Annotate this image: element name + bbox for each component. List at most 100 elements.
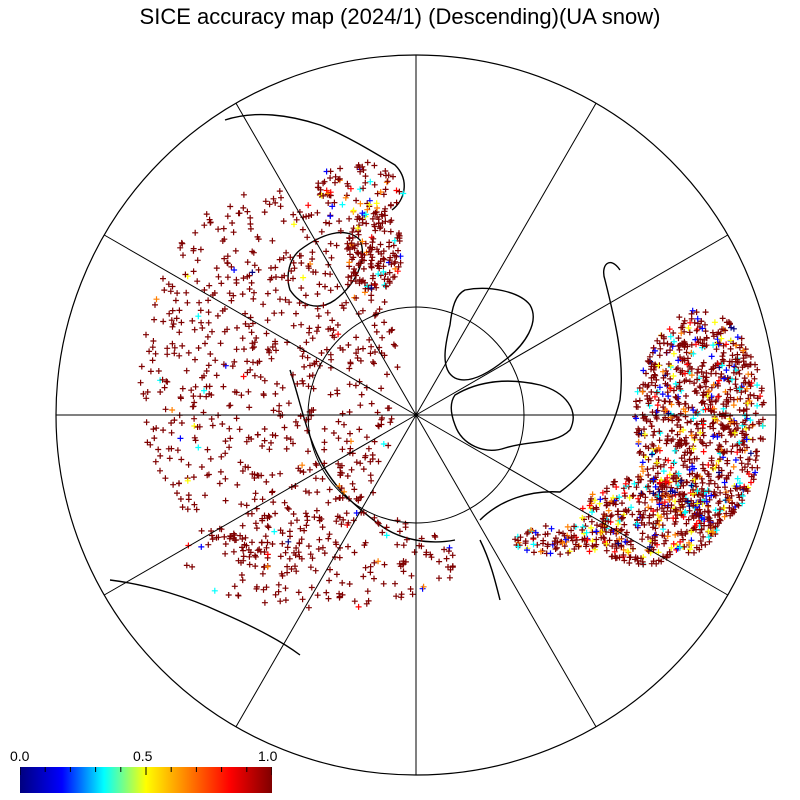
accuracy-marker (606, 537, 613, 544)
accuracy-marker (730, 369, 737, 376)
accuracy-marker (698, 369, 705, 375)
accuracy-marker (382, 205, 389, 212)
coastlines (109, 113, 623, 656)
accuracy-marker (344, 281, 351, 288)
accuracy-marker (259, 570, 266, 577)
accuracy-marker (183, 367, 190, 374)
accuracy-marker (743, 385, 750, 392)
accuracy-marker (646, 512, 653, 519)
accuracy-marker (553, 544, 560, 551)
accuracy-marker (369, 275, 376, 282)
accuracy-marker (528, 527, 534, 534)
accuracy-marker (359, 238, 366, 245)
accuracy-marker (179, 504, 186, 511)
accuracy-marker (681, 458, 688, 465)
accuracy-marker (722, 327, 729, 334)
meridian-line (103, 414, 417, 596)
accuracy-marker (243, 502, 250, 509)
accuracy-marker (386, 405, 393, 412)
accuracy-marker (339, 579, 346, 586)
accuracy-marker (270, 499, 277, 506)
accuracy-marker (236, 426, 243, 433)
accuracy-marker (308, 412, 315, 419)
accuracy-marker (709, 329, 716, 336)
accuracy-marker (683, 377, 690, 384)
accuracy-marker (651, 428, 658, 435)
accuracy-marker (206, 390, 213, 397)
accuracy-marker (650, 490, 657, 497)
accuracy-marker (326, 577, 333, 584)
accuracy-marker (745, 471, 752, 477)
accuracy-marker (589, 542, 596, 549)
accuracy-marker (290, 322, 297, 329)
accuracy-marker (337, 227, 344, 234)
accuracy-marker (219, 421, 226, 427)
accuracy-marker (247, 366, 254, 373)
accuracy-marker (360, 185, 367, 192)
accuracy-marker (346, 215, 353, 222)
accuracy-marker (616, 554, 623, 561)
accuracy-marker (312, 475, 319, 482)
accuracy-marker (143, 395, 150, 402)
accuracy-marker (633, 484, 640, 491)
accuracy-marker (307, 564, 314, 571)
accuracy-marker (191, 399, 198, 406)
accuracy-marker (565, 549, 572, 556)
accuracy-marker (696, 383, 703, 390)
accuracy-marker (393, 187, 400, 194)
accuracy-marker (658, 514, 665, 520)
accuracy-marker (642, 507, 649, 514)
accuracy-marker (323, 589, 330, 596)
accuracy-marker (375, 271, 382, 277)
accuracy-marker (313, 358, 320, 365)
accuracy-marker (319, 544, 326, 551)
accuracy-marker (203, 393, 210, 400)
accuracy-marker (239, 468, 246, 474)
accuracy-marker (224, 253, 231, 260)
accuracy-marker (350, 254, 357, 261)
accuracy-marker (622, 493, 628, 499)
accuracy-marker (341, 421, 347, 428)
accuracy-marker (726, 496, 733, 503)
accuracy-marker (304, 234, 311, 241)
accuracy-marker (283, 249, 290, 256)
accuracy-marker (280, 255, 287, 261)
accuracy-marker (547, 550, 554, 557)
accuracy-marker (345, 342, 352, 348)
accuracy-marker (665, 479, 672, 486)
accuracy-marker (668, 484, 675, 491)
accuracy-marker (682, 408, 689, 415)
accuracy-marker (205, 362, 212, 369)
accuracy-marker (649, 451, 655, 458)
accuracy-marker (326, 220, 333, 227)
accuracy-marker (557, 551, 564, 558)
accuracy-marker (327, 175, 334, 181)
accuracy-marker (724, 448, 730, 455)
accuracy-marker (160, 427, 167, 434)
accuracy-marker (656, 496, 663, 503)
accuracy-marker (674, 485, 681, 492)
accuracy-marker (176, 307, 183, 314)
accuracy-marker (623, 475, 630, 482)
accuracy-marker (633, 415, 640, 422)
accuracy-marker (254, 359, 261, 366)
accuracy-marker (645, 400, 652, 407)
accuracy-marker (695, 366, 702, 373)
accuracy-marker (678, 477, 685, 484)
accuracy-marker (676, 346, 683, 353)
coastline-north-america (479, 261, 623, 521)
accuracy-marker (314, 209, 321, 216)
accuracy-marker (224, 213, 231, 220)
accuracy-marker (239, 335, 246, 342)
accuracy-marker (263, 478, 270, 485)
accuracy-marker (703, 442, 710, 449)
accuracy-marker (299, 226, 306, 233)
accuracy-marker (301, 363, 308, 370)
accuracy-marker (716, 498, 723, 505)
accuracy-marker (374, 263, 381, 270)
accuracy-marker (352, 382, 359, 389)
accuracy-marker (571, 532, 578, 539)
accuracy-marker (423, 551, 430, 558)
map-boundary (55, 54, 777, 776)
accuracy-marker (349, 480, 356, 487)
